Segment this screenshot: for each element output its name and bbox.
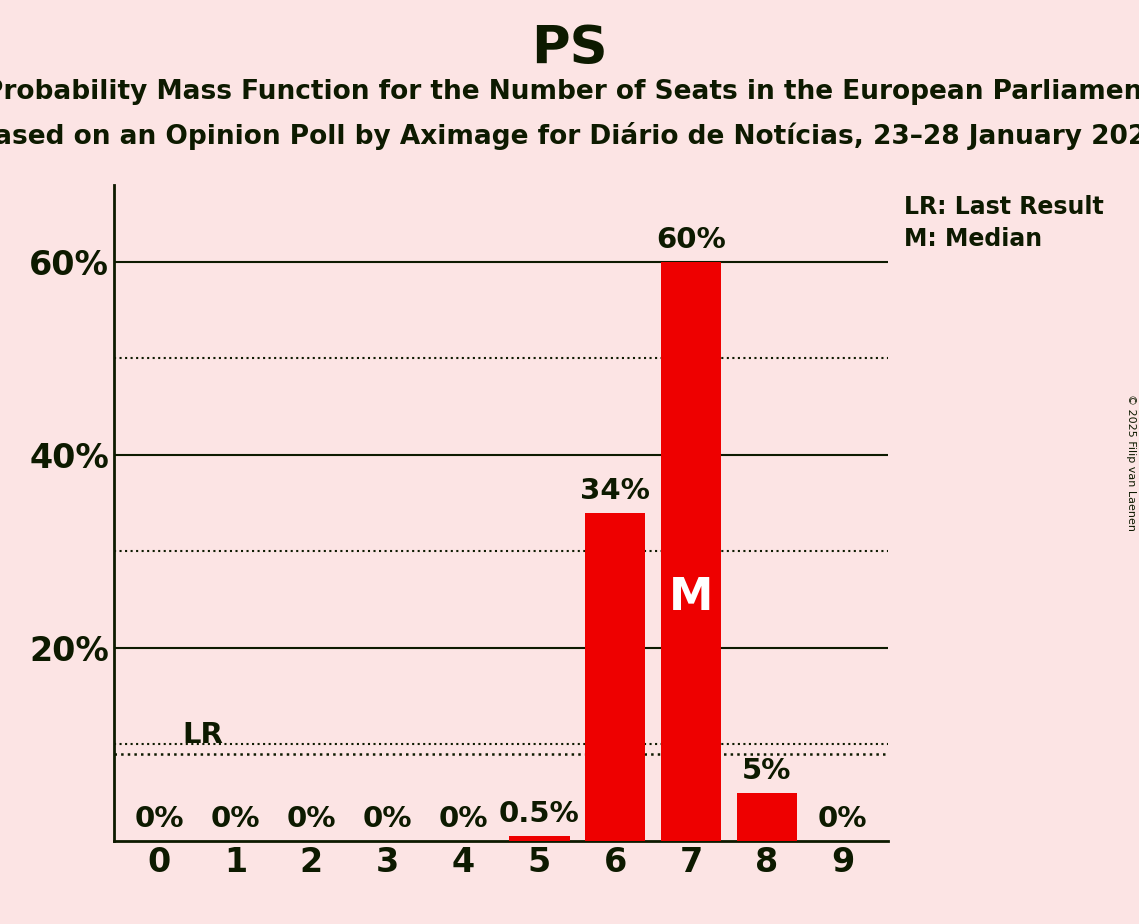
Text: 60%: 60% [656,226,726,254]
Bar [737,793,797,841]
Text: 5%: 5% [743,757,792,784]
Text: 0%: 0% [211,805,260,833]
Text: Probability Mass Function for the Number of Seats in the European Parliament: Probability Mass Function for the Number… [0,79,1139,104]
Text: LR: LR [182,722,223,749]
Bar [661,262,721,841]
Text: Based on an Opinion Poll by Aximage for Diário de Notícias, 23–28 January 2025: Based on an Opinion Poll by Aximage for … [0,122,1139,150]
Text: 0%: 0% [134,805,185,833]
Bar [509,836,570,841]
Text: © 2025 Filip van Laenen: © 2025 Filip van Laenen [1126,394,1136,530]
Text: 0%: 0% [818,805,868,833]
Text: 0.5%: 0.5% [499,800,580,828]
Text: M: M [669,577,713,619]
Text: 0%: 0% [439,805,487,833]
Text: 0%: 0% [362,805,412,833]
Text: PS: PS [531,23,608,75]
Bar [584,513,646,841]
Text: 0%: 0% [287,805,336,833]
Text: 34%: 34% [580,477,650,505]
Text: LR: Last Result: LR: Last Result [904,195,1104,219]
Text: M: Median: M: Median [904,227,1042,251]
